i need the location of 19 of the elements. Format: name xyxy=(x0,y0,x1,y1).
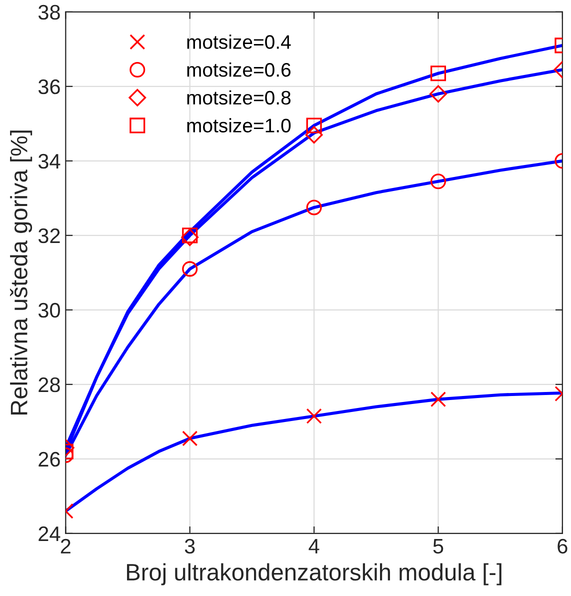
y-tick-label: 34 xyxy=(38,154,60,169)
y-tick-label: 32 xyxy=(38,228,60,244)
x-tick-label: 2 xyxy=(60,538,70,554)
y-tick-label: 38 xyxy=(38,4,60,20)
legend-label: motsize=1.0 xyxy=(187,118,291,132)
y-tick-label: 26 xyxy=(38,452,60,467)
x-tick-label: 6 xyxy=(558,538,568,554)
x-tick-label: 4 xyxy=(308,539,320,554)
legend-label: motsize=0.4 xyxy=(187,34,291,49)
y-tick-label: 30 xyxy=(38,302,60,318)
y-tick-label: 36 xyxy=(38,79,60,94)
x-tick-label: 5 xyxy=(433,539,444,554)
legend-label: motsize=0.8 xyxy=(187,90,291,105)
y-axis-title: Relativna ušteda goriva [%] xyxy=(10,130,32,414)
y-tick-label: 24 xyxy=(38,526,60,541)
x-axis-title: Broj ultrakondenzatorskih modula [-] xyxy=(127,563,502,586)
x-tick-label: 3 xyxy=(184,538,195,554)
y-tick-label: 28 xyxy=(38,377,60,392)
legend-label: motsize=0.6 xyxy=(187,62,291,77)
